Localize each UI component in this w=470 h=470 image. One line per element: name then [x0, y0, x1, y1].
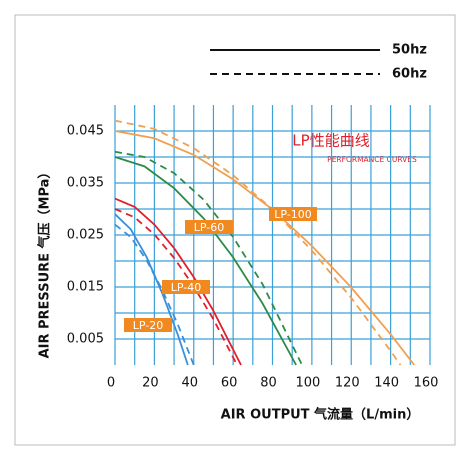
series-label: LP-60 — [194, 221, 225, 234]
curve — [114, 223, 195, 366]
y-tick-label: 0.035 — [67, 176, 104, 191]
series-label-box — [269, 207, 317, 221]
curve — [114, 156, 297, 366]
chart-subtitle: PERFORMANCE CURVES — [327, 155, 417, 164]
frame — [14, 14, 456, 446]
y-tick-label: 0.045 — [67, 124, 104, 139]
x-tick-label: 80 — [260, 376, 277, 391]
x-tick-label: 60 — [221, 376, 238, 391]
x-tick-label: 40 — [181, 376, 198, 391]
legend-label: 50hz — [392, 43, 427, 58]
x-tick-label: 0 — [107, 376, 115, 391]
series-label-box — [124, 318, 172, 332]
x-tick-label: 120 — [335, 376, 360, 391]
x-tick-label: 140 — [374, 376, 399, 391]
series-label: LP-40 — [171, 281, 202, 294]
curve — [114, 197, 242, 366]
x-tick-label: 100 — [295, 376, 320, 391]
y-tick-label: 0.015 — [67, 280, 104, 295]
legend-label: 60hz — [392, 67, 427, 82]
y-axis-label: AIR PRESSURE 气压（MPa） — [37, 166, 53, 359]
curve — [114, 150, 303, 366]
x-tick-label: 160 — [414, 376, 439, 391]
y-tick-label: 0.025 — [67, 228, 104, 243]
series-label-box — [162, 280, 210, 294]
series-label: LP-20 — [133, 319, 164, 332]
series-label: LP-100 — [274, 208, 312, 221]
curve — [114, 208, 238, 366]
series-label-box — [185, 220, 233, 234]
x-axis-label: AIR OUTPUT 气流量（L/min） — [221, 407, 420, 423]
x-tick-label: 20 — [142, 376, 159, 391]
y-tick-label: 0.005 — [67, 332, 104, 347]
